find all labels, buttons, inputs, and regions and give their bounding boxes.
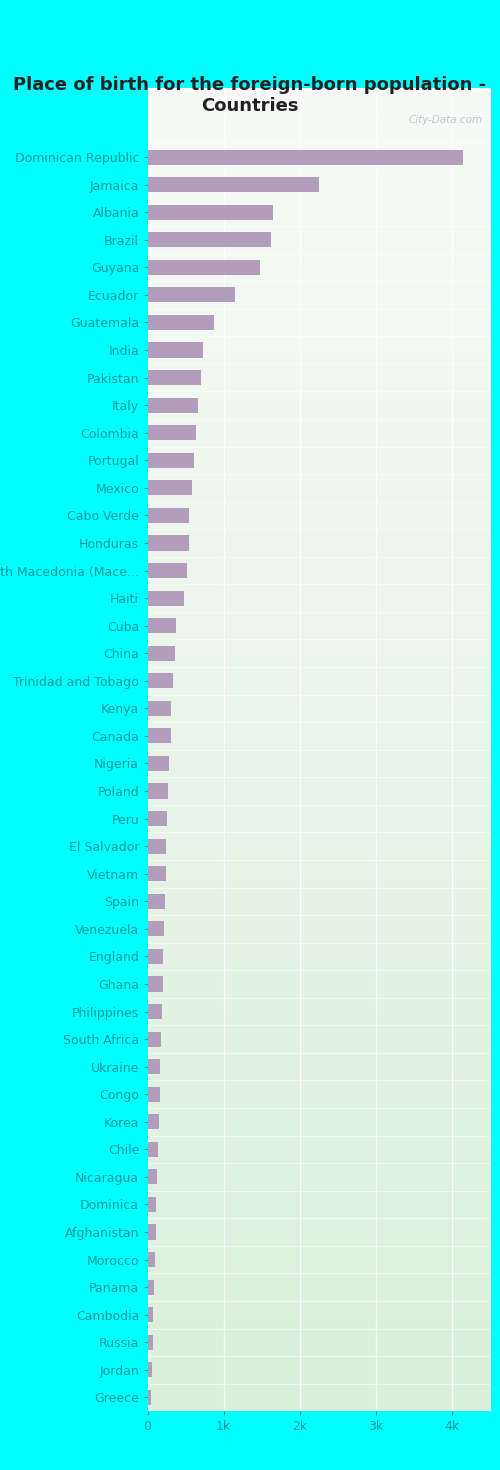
Bar [148, 1252, 155, 1267]
Bar [148, 343, 203, 357]
Bar [148, 260, 260, 275]
Bar [148, 673, 172, 688]
Bar [148, 150, 464, 165]
Bar [148, 784, 168, 798]
Bar [148, 1335, 152, 1349]
Bar [148, 204, 273, 220]
Bar [148, 1086, 160, 1102]
Bar [148, 591, 184, 606]
Bar [148, 481, 192, 495]
Bar [148, 1389, 151, 1405]
Bar [148, 232, 271, 247]
Bar [148, 922, 164, 936]
Bar [148, 563, 187, 578]
Bar [148, 507, 190, 523]
Bar [148, 1032, 161, 1047]
Bar [148, 701, 172, 716]
Bar [148, 370, 201, 385]
Bar [148, 838, 167, 854]
Bar [148, 287, 235, 303]
Bar [148, 866, 166, 882]
Bar [148, 1225, 156, 1239]
Bar [148, 976, 162, 992]
Bar [148, 1004, 162, 1019]
Bar [148, 1142, 158, 1157]
Bar [148, 397, 198, 413]
Bar [148, 948, 164, 964]
Bar [148, 453, 194, 467]
Bar [148, 756, 170, 772]
Bar [148, 1197, 156, 1213]
Text: City-Data.com: City-Data.com [409, 115, 483, 125]
Bar [148, 728, 171, 744]
Bar [148, 811, 167, 826]
Bar [148, 1307, 154, 1323]
Bar [148, 1058, 160, 1075]
Bar [148, 1169, 157, 1185]
Bar [148, 425, 196, 441]
Bar [148, 1363, 152, 1377]
Bar [148, 617, 176, 634]
Text: Place of birth for the foreign-born population -
Countries: Place of birth for the foreign-born popu… [14, 76, 486, 115]
Bar [148, 176, 319, 193]
Bar [148, 1114, 159, 1129]
Bar [148, 535, 188, 551]
Bar [148, 315, 214, 331]
Bar [148, 645, 175, 662]
Bar [148, 894, 165, 908]
Bar [148, 1279, 154, 1295]
